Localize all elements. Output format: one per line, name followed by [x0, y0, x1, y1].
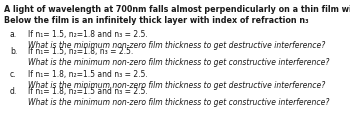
Text: What is the minimum non-zero film thickness to get constructive interference?: What is the minimum non-zero film thickn… [28, 58, 329, 67]
Text: If n₁= 1.8, n₂=1.5 and n₃ = 2.5.: If n₁= 1.8, n₂=1.5 and n₃ = 2.5. [28, 70, 148, 79]
Text: If n₁= 1.5, n₂=1.8 and n₃ = 2.5.: If n₁= 1.5, n₂=1.8 and n₃ = 2.5. [28, 30, 148, 39]
Text: What is the minimum non-zero film thickness to get destructive interference?: What is the minimum non-zero film thickn… [28, 81, 325, 90]
Text: b.: b. [10, 47, 17, 56]
Text: If n₁= 1.5, n₂=1.8, n₃ = 2.5.: If n₁= 1.5, n₂=1.8, n₃ = 2.5. [28, 47, 133, 56]
Text: Below the film is an infinitely thick layer with index of refraction n₃: Below the film is an infinitely thick la… [4, 16, 309, 25]
Text: What is the minimum non-zero film thickness to get destructive interference?: What is the minimum non-zero film thickn… [28, 41, 325, 50]
Text: If n₁= 1.8, n₂=1.5 and n₃ = 2.5.: If n₁= 1.8, n₂=1.5 and n₃ = 2.5. [28, 87, 148, 96]
Text: d.: d. [10, 87, 17, 96]
Text: A light of wavelength at 700nm falls almost perpendicularly on a thin film with : A light of wavelength at 700nm falls alm… [4, 5, 350, 14]
Text: c.: c. [10, 70, 16, 79]
Text: What is the minimum non-zero film thickness to get constructive interference?: What is the minimum non-zero film thickn… [28, 98, 329, 107]
Text: a.: a. [10, 30, 17, 39]
